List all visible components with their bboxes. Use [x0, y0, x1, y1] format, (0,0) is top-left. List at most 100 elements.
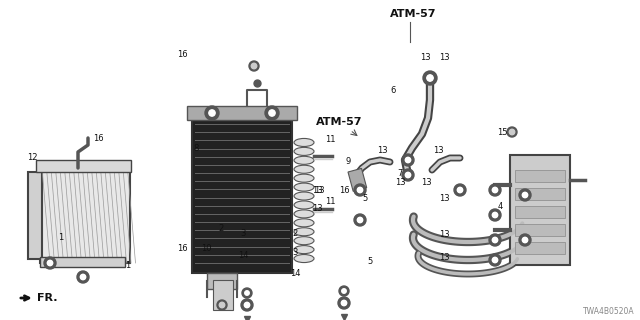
Text: 5: 5	[367, 258, 372, 267]
Bar	[40, 168, 130, 263]
Text: 13: 13	[438, 229, 449, 238]
Circle shape	[244, 291, 249, 295]
Circle shape	[44, 257, 56, 269]
Circle shape	[209, 110, 215, 116]
Ellipse shape	[294, 228, 314, 236]
Text: 16: 16	[177, 50, 188, 59]
Circle shape	[519, 189, 531, 201]
Circle shape	[492, 237, 498, 243]
Text: 6: 6	[390, 85, 396, 94]
Text: 11: 11	[324, 196, 335, 205]
Circle shape	[507, 127, 517, 137]
Text: 15: 15	[497, 127, 508, 137]
Text: 16: 16	[339, 186, 349, 195]
Bar	[36, 160, 131, 172]
Circle shape	[354, 214, 366, 226]
Circle shape	[217, 300, 227, 310]
Bar	[515, 170, 565, 182]
Text: 2: 2	[218, 223, 223, 233]
Text: 13: 13	[420, 178, 431, 187]
Circle shape	[338, 297, 350, 309]
Bar	[515, 206, 565, 218]
Circle shape	[244, 302, 250, 308]
Circle shape	[354, 184, 366, 196]
Text: ATM-57: ATM-57	[316, 117, 362, 127]
Text: 13: 13	[438, 252, 449, 261]
Text: ATM-57: ATM-57	[390, 9, 436, 19]
Circle shape	[402, 169, 414, 181]
Text: 11: 11	[324, 134, 335, 143]
Text: 13: 13	[433, 146, 444, 155]
Text: 13: 13	[420, 52, 430, 61]
Bar	[510, 155, 570, 265]
Text: 1: 1	[125, 260, 131, 269]
FancyBboxPatch shape	[213, 280, 233, 310]
Circle shape	[492, 257, 498, 263]
Circle shape	[357, 217, 363, 223]
Ellipse shape	[294, 139, 314, 147]
Text: 4: 4	[497, 202, 502, 211]
Ellipse shape	[294, 174, 314, 182]
Bar	[28, 172, 42, 259]
Bar	[515, 188, 565, 200]
Ellipse shape	[294, 219, 314, 227]
Text: 9: 9	[346, 156, 351, 165]
Ellipse shape	[294, 183, 314, 191]
Circle shape	[489, 184, 501, 196]
Bar	[348, 168, 367, 191]
Circle shape	[405, 172, 411, 178]
Bar	[187, 106, 297, 120]
Circle shape	[489, 254, 501, 266]
Ellipse shape	[294, 237, 314, 245]
Ellipse shape	[294, 165, 314, 173]
Text: 14: 14	[237, 252, 248, 260]
Text: 13: 13	[395, 178, 405, 187]
Circle shape	[519, 234, 531, 246]
Text: 14: 14	[290, 268, 300, 277]
Text: 1: 1	[58, 233, 63, 242]
Circle shape	[522, 192, 528, 198]
Bar	[515, 242, 565, 254]
Circle shape	[458, 187, 463, 193]
Text: 5: 5	[362, 194, 367, 203]
Circle shape	[509, 129, 515, 135]
Circle shape	[489, 234, 501, 246]
Circle shape	[492, 212, 498, 218]
Ellipse shape	[294, 210, 314, 218]
Text: TWA4B0520A: TWA4B0520A	[584, 308, 635, 316]
Circle shape	[423, 71, 437, 85]
Circle shape	[454, 184, 466, 196]
Text: 13: 13	[312, 186, 323, 195]
Text: 3: 3	[292, 247, 298, 257]
Ellipse shape	[294, 245, 314, 254]
Circle shape	[405, 157, 411, 163]
Circle shape	[205, 106, 219, 120]
Ellipse shape	[294, 156, 314, 164]
Circle shape	[428, 75, 433, 81]
Text: 16: 16	[177, 244, 188, 252]
Circle shape	[489, 209, 501, 221]
Circle shape	[249, 61, 259, 71]
Circle shape	[424, 72, 436, 84]
Circle shape	[357, 187, 363, 193]
Text: 3: 3	[240, 228, 246, 237]
Text: 13: 13	[438, 194, 449, 203]
Circle shape	[341, 300, 347, 306]
Circle shape	[265, 106, 279, 120]
Text: 12: 12	[27, 153, 37, 162]
Bar	[40, 257, 125, 267]
Circle shape	[339, 286, 349, 296]
Circle shape	[269, 110, 275, 116]
Text: 7: 7	[397, 169, 403, 178]
Text: 13: 13	[312, 204, 323, 212]
Circle shape	[402, 154, 414, 166]
Ellipse shape	[294, 148, 314, 156]
Ellipse shape	[294, 192, 314, 200]
Bar	[192, 118, 292, 273]
Circle shape	[342, 289, 346, 293]
Text: 8: 8	[193, 143, 198, 153]
Circle shape	[80, 274, 86, 280]
Circle shape	[47, 260, 52, 266]
Bar	[515, 224, 565, 236]
Circle shape	[427, 75, 433, 81]
